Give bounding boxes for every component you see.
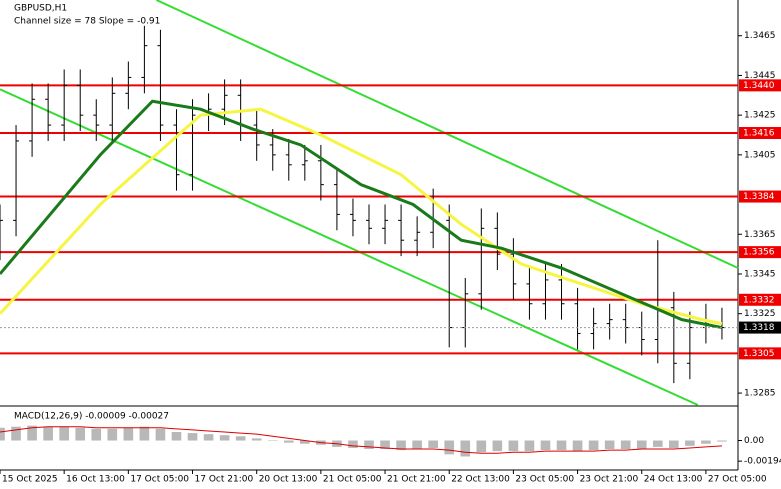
macd-bar (556, 440, 567, 451)
macd-bar (364, 440, 374, 450)
x-tick-label: 16 Oct 13:00 (66, 475, 125, 485)
last-price-box (739, 321, 781, 334)
y-tick-label: 1.3445 (744, 71, 776, 81)
macd-bar (701, 440, 711, 444)
y-tick-label: 1.3345 (744, 269, 776, 279)
x-tick-label: 21 Oct 21:00 (387, 475, 446, 485)
level-label: 1.3356 (743, 248, 775, 258)
macd-bar (251, 438, 262, 441)
macd-bar (460, 440, 471, 457)
y-tick-label: 1.3405 (744, 150, 776, 160)
macd-bar (75, 427, 86, 441)
macd-bar (155, 428, 166, 441)
signal-line (0, 426, 722, 454)
macd-bar (348, 440, 358, 448)
macd-bar (685, 440, 695, 446)
level-label-box (739, 79, 781, 92)
level-label: 1.3384 (743, 192, 775, 202)
last-price-label: 1.3318 (743, 323, 775, 333)
x-tick-label: 15 Oct 2025 (2, 475, 58, 485)
macd-bar (27, 425, 37, 441)
macd-bar (412, 440, 422, 450)
macd-bar (43, 426, 53, 441)
level-label: 1.3416 (743, 129, 775, 139)
level-label-box (739, 293, 781, 306)
level-label-box (739, 190, 781, 203)
macd-bar (171, 432, 182, 441)
macd-bar (508, 440, 519, 452)
x-tick-label: 20 Oct 13:00 (259, 475, 318, 485)
moving-average (0, 99, 723, 330)
macd-bar (604, 440, 615, 450)
macd-bar (11, 426, 21, 441)
macd-bar (524, 440, 535, 452)
macd-bar (492, 440, 503, 452)
macd-bar (123, 427, 134, 441)
y-tick-label: 1.3285 (744, 389, 776, 399)
chart-subtitle: Channel size = 78 Slope = -0.91 (14, 17, 160, 27)
x-tick-label: 21 Oct 05:00 (323, 475, 382, 485)
level-label-box (739, 246, 781, 259)
y-tick-label: 1.3365 (744, 230, 776, 240)
level-label-box (739, 347, 781, 360)
x-tick-label: 27 Oct 05:00 (708, 475, 767, 485)
x-tick-label: 23 Oct 21:00 (580, 475, 639, 485)
level-label-box (739, 127, 781, 140)
macd-bar (652, 440, 663, 447)
macd-bar (476, 440, 487, 453)
macd-bar (187, 433, 198, 441)
macd-bar (717, 440, 727, 442)
x-tick-label: 22 Oct 13:00 (451, 475, 510, 485)
macd-bar (0, 427, 5, 441)
macd-bar (300, 440, 310, 444)
y-tick-label: -0.00194 (744, 457, 781, 467)
macd-bar (428, 440, 438, 448)
y-tick-label: 0.00 (744, 436, 764, 446)
macd-bar (588, 440, 599, 451)
macd-bar (235, 436, 246, 441)
macd-bar (380, 440, 390, 450)
y-tick-label: 1.3325 (744, 309, 776, 319)
macd-bar (572, 440, 583, 452)
x-tick-label: 23 Oct 05:00 (515, 475, 574, 485)
level-label: 1.3440 (743, 81, 775, 91)
macd-bar (620, 440, 631, 450)
macd-bar (540, 440, 551, 451)
macd-bar (203, 434, 214, 441)
x-tick-label: 24 Oct 13:00 (644, 475, 703, 485)
y-tick-label: 1.3425 (744, 111, 776, 121)
y-tick-label: 1.3465 (744, 31, 776, 41)
chart-title: GBPUSD,H1 (14, 4, 67, 14)
macd-bar (139, 426, 150, 441)
macd-bar (444, 440, 455, 455)
macd-bar (267, 440, 278, 442)
macd-title: MACD(12,26,9) -0.00009 -0.00027 (14, 412, 169, 422)
x-tick-label: 17 Oct 21:00 (195, 475, 254, 485)
x-tick-label: 17 Oct 05:00 (130, 475, 189, 485)
macd-bar (636, 440, 647, 450)
macd-bar (91, 428, 102, 441)
macd-bar (219, 435, 230, 441)
macd-bar (59, 426, 69, 441)
level-label: 1.3305 (743, 349, 775, 359)
macd-bar (283, 440, 294, 443)
macd-bar (669, 440, 679, 448)
macd-bar (107, 428, 118, 441)
macd-bar (396, 440, 406, 451)
level-label: 1.3332 (743, 295, 775, 305)
